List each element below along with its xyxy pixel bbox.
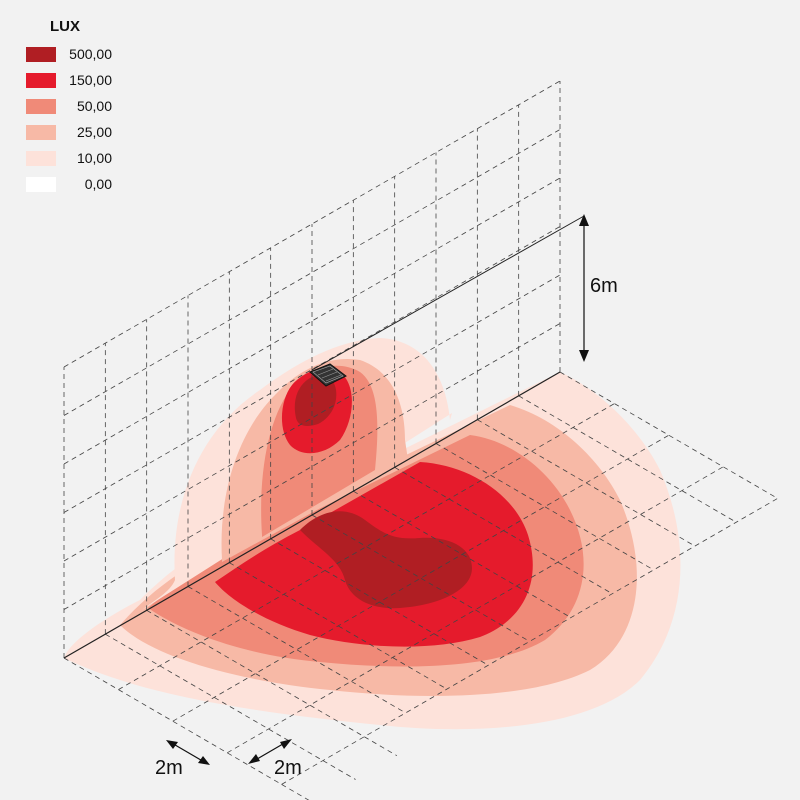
wall-edges: [63, 215, 585, 659]
grid-line: [187, 586, 406, 714]
legend-label: 25,00: [76, 124, 112, 140]
grid-line: [311, 514, 530, 642]
grid-line: [146, 609, 365, 738]
grid-line: [364, 736, 398, 757]
grid-line: [435, 443, 654, 571]
grid-line: [105, 633, 324, 761]
grid-line: [63, 80, 561, 368]
grid-line: [559, 371, 778, 499]
grid-lines: [63, 80, 778, 800]
floor-zone-500: [300, 511, 472, 609]
grid-line: [281, 784, 310, 800]
grid-line: [281, 498, 778, 785]
wall-zone-500: [294, 375, 337, 426]
grid-x-label: 2m: [155, 757, 183, 779]
legend-item-500: 500,00: [26, 41, 126, 67]
grid-line: [322, 760, 356, 780]
grid-line: [63, 226, 561, 513]
grid-line: [63, 129, 561, 416]
legend-swatch: [26, 124, 56, 140]
floor-wall-edge: [63, 371, 561, 659]
grid-line: [353, 490, 572, 618]
legend-item-10: 10,00: [26, 145, 126, 171]
height-label: 6m: [590, 275, 618, 297]
wall-isolux: [142, 338, 452, 610]
grid-line: [477, 419, 696, 547]
legend-label: 500,00: [69, 46, 112, 62]
legend-swatch: [26, 72, 56, 88]
height-dimension: [579, 214, 589, 362]
grid-line: [270, 538, 489, 666]
grid-line: [518, 395, 737, 523]
legend-item-50: 50,00: [26, 93, 126, 119]
grid-y-dimension: [248, 739, 292, 764]
legend-label: 50,00: [76, 98, 112, 114]
legend-swatch: [26, 46, 56, 62]
grid-line: [63, 323, 561, 610]
grid-y-label: 2m: [274, 757, 302, 779]
lux-legend: LUX 500,00 150,00 50,00 25,00 10,00 0,00: [26, 18, 126, 197]
grid-line: [63, 274, 561, 562]
legend-item-150: 150,00: [26, 67, 126, 93]
legend-swatch: [26, 98, 56, 114]
grid-line: [63, 657, 282, 785]
legend-label: 10,00: [76, 150, 112, 166]
grid-line: [118, 403, 615, 690]
legend-swatch: [26, 176, 56, 192]
legend-swatch: [26, 150, 56, 166]
wall-top-line: [311, 215, 585, 371]
grid-line: [63, 177, 561, 465]
grid-line: [394, 466, 613, 595]
legend-label: 0,00: [84, 176, 112, 192]
grid-x-dimension: [166, 740, 210, 765]
legend-label: 150,00: [69, 72, 112, 88]
legend-item-25: 25,00: [26, 119, 126, 145]
grid-line: [227, 466, 724, 754]
luminaire-icon: [309, 363, 347, 387]
legend-item-0: 0,00: [26, 171, 126, 197]
grid-line: [229, 562, 448, 690]
legend-title: LUX: [50, 18, 80, 35]
grid-line: [172, 434, 669, 722]
